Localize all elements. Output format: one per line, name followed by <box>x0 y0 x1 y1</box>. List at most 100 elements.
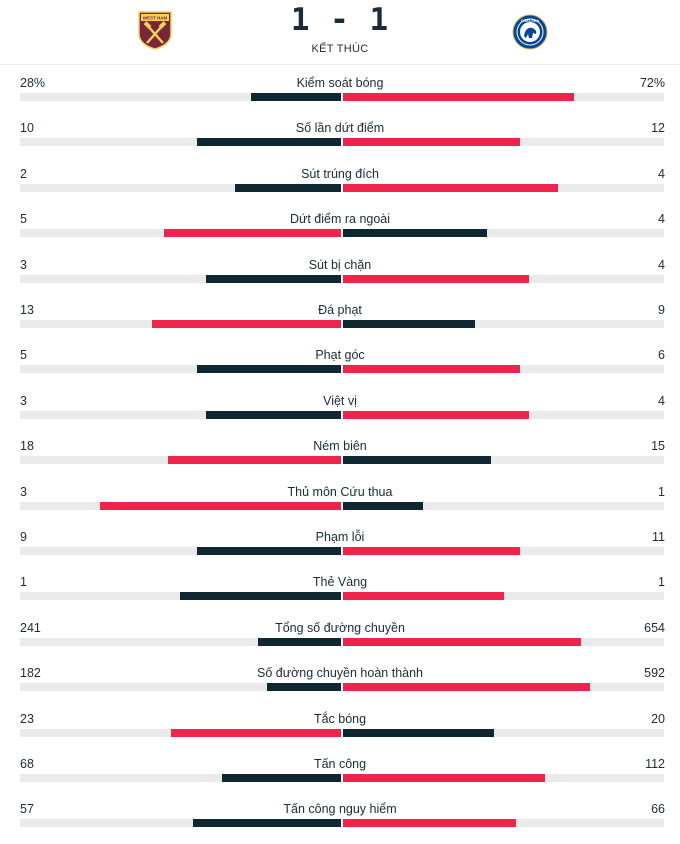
away-stat-bar <box>343 547 520 555</box>
stat-row-so-duong-chuyen-hoan-thanh: 182 Số đường chuyền hoàn thành 592 <box>0 664 680 708</box>
stat-row-pham-loi: 9 Phạm lỗi 11 <box>0 528 680 572</box>
away-stat-value: 11 <box>652 530 665 544</box>
away-stat-value: 66 <box>651 802 665 817</box>
stat-label: Đá phạt <box>318 303 362 317</box>
away-stat-value: 4 <box>658 212 665 227</box>
home-stat-bar <box>180 592 341 601</box>
away-bar-track <box>343 819 664 828</box>
home-bar-track <box>20 501 341 510</box>
home-bar-track <box>20 365 341 374</box>
west-ham-crest-icon: WEST HAM <box>138 11 172 50</box>
away-stat-bar <box>343 819 516 828</box>
away-stat-bar <box>343 183 558 192</box>
away-stat-value: 72% <box>639 76 665 90</box>
stat-label: Tổng số đường chuyền <box>275 620 405 635</box>
home-stat-value: 182 <box>20 666 41 681</box>
away-stat-bar <box>343 683 590 692</box>
stat-label: Dứt điểm ra ngoài <box>289 212 391 227</box>
stat-row-tac-bong: 23 Tắc bóng 20 <box>0 710 680 754</box>
home-bar-track <box>20 728 341 737</box>
header-divider <box>0 64 680 65</box>
away-bar-track <box>343 365 664 374</box>
stat-label: Sút bị chặn <box>308 257 372 272</box>
home-stat-bar <box>206 274 341 283</box>
away-stat-value: 9 <box>658 303 665 317</box>
away-bar-track <box>343 456 664 465</box>
away-stat-bar <box>343 93 574 101</box>
home-stat-bar <box>152 320 341 328</box>
home-bar-track <box>20 592 341 601</box>
stat-row-so-lan-dut-diem: 10 Số lần dứt điểm 12 <box>0 119 680 163</box>
match-status: KẾT THÚC <box>311 43 369 55</box>
away-stat-value: 20 <box>651 711 665 726</box>
home-stat-value: 3 <box>20 257 27 272</box>
away-bar-track <box>343 774 664 782</box>
away-bar-track <box>343 410 664 419</box>
away-bar-track <box>343 274 664 283</box>
home-bar-track <box>20 320 341 328</box>
stat-label: Phạm lỗi <box>315 530 365 544</box>
home-stat-bar <box>267 683 341 692</box>
away-stat-value: 6 <box>658 348 665 363</box>
home-bar-track <box>20 410 341 419</box>
away-bar-track <box>343 501 664 510</box>
stat-label: Tấn công nguy hiểm <box>283 802 397 817</box>
away-stat-value: 592 <box>644 666 665 681</box>
away-stat-value: 4 <box>658 393 665 408</box>
away-bar-track <box>343 183 664 192</box>
stat-row-thu-mon-cuu-thua: 3 Thủ môn Cứu thua 1 <box>0 483 680 527</box>
stat-label: Ném biên <box>313 439 367 454</box>
stat-row-tan-cong-nguy-hiem: 57 Tấn công nguy hiểm 66 <box>0 800 680 844</box>
home-stat-value: 5 <box>20 212 27 227</box>
home-bar-track <box>20 774 341 782</box>
away-bar-track <box>343 229 664 238</box>
away-stat-value: 4 <box>658 166 665 181</box>
home-bar-track <box>20 274 341 283</box>
away-bar-track <box>343 547 664 555</box>
home-stat-value: 68 <box>20 757 34 771</box>
away-stat-bar <box>343 274 529 283</box>
home-stat-value: 5 <box>20 348 27 363</box>
away-stat-value: 15 <box>651 439 665 454</box>
away-bar-track <box>343 93 664 101</box>
home-bar-track <box>20 637 341 646</box>
home-stat-value: 13 <box>20 303 34 317</box>
stat-label: Kiểm soát bóng <box>296 76 384 90</box>
stat-row-sut-trung-dich: 2 Sút trúng đích 4 <box>0 165 680 209</box>
home-bar-track <box>20 547 341 555</box>
home-stat-bar <box>193 819 341 828</box>
home-stat-bar <box>251 93 341 101</box>
home-stat-value: 3 <box>20 484 27 499</box>
home-stat-bar <box>197 365 341 374</box>
stat-row-sut-bi-chan: 3 Sút bị chặn 4 <box>0 256 680 300</box>
match-score: 1 - 1 <box>290 2 390 38</box>
home-stat-bar <box>222 774 341 782</box>
stat-label: Tắc bóng <box>313 711 367 726</box>
svg-text:CHELSEA: CHELSEA <box>521 19 539 23</box>
away-stat-bar <box>343 456 491 465</box>
home-stat-bar <box>100 501 341 510</box>
stat-row-nem-bien: 18 Ném biên 15 <box>0 437 680 481</box>
stat-label: Thủ môn Cứu thua <box>287 484 393 499</box>
home-stat-value: 10 <box>20 121 34 136</box>
away-stat-bar <box>343 138 520 147</box>
chelsea-crest-icon: CHELSEA <box>512 14 548 50</box>
away-stat-value: 112 <box>645 757 665 771</box>
home-stat-value: 23 <box>20 711 34 726</box>
away-stat-bar <box>343 229 487 238</box>
away-stat-bar <box>343 592 504 601</box>
away-stat-bar <box>343 501 423 510</box>
home-bar-track <box>20 93 341 101</box>
stat-label: Số đường chuyền hoàn thành <box>257 666 423 681</box>
away-stat-value: 4 <box>658 257 665 272</box>
home-stat-bar <box>235 183 341 192</box>
home-bar-track <box>20 819 341 828</box>
stat-row-phat-goc: 5 Phạt góc 6 <box>0 346 680 390</box>
home-stat-value: 2 <box>20 166 27 181</box>
away-stat-value: 654 <box>644 620 665 635</box>
match-header: WEST HAM 1 - 1 KẾT THÚC CHELSEA <box>0 0 680 60</box>
away-bar-track <box>343 637 664 646</box>
away-stat-bar <box>343 728 494 737</box>
stat-label: Việt vị <box>323 393 357 408</box>
away-stat-bar <box>343 320 475 328</box>
